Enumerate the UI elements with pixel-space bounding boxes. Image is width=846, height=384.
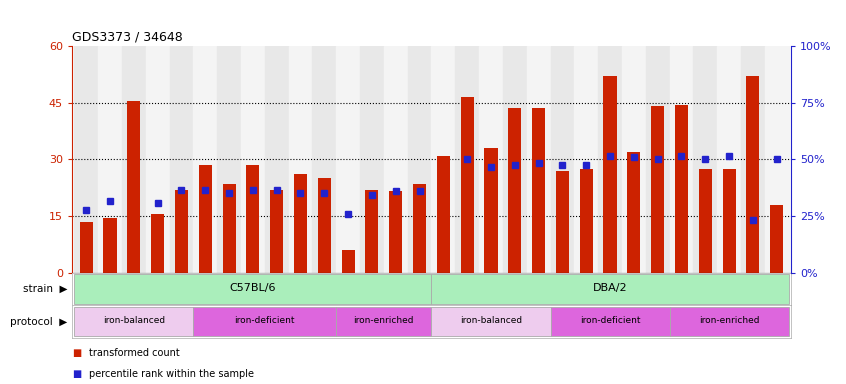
Bar xyxy=(574,46,598,273)
Bar xyxy=(479,46,503,273)
Bar xyxy=(580,169,593,273)
Bar xyxy=(532,108,545,273)
Bar xyxy=(294,174,307,273)
Text: iron-enriched: iron-enriched xyxy=(699,316,760,326)
Bar xyxy=(765,46,788,273)
Bar xyxy=(694,46,717,273)
Text: percentile rank within the sample: percentile rank within the sample xyxy=(89,369,254,379)
Bar xyxy=(485,148,497,273)
Text: ■: ■ xyxy=(72,369,81,379)
Bar xyxy=(199,165,212,273)
Bar xyxy=(146,46,169,273)
Text: strain  ▶: strain ▶ xyxy=(23,284,68,294)
Bar xyxy=(74,307,194,336)
Bar xyxy=(770,205,783,273)
Bar xyxy=(265,46,288,273)
Bar xyxy=(669,307,788,336)
Bar xyxy=(175,190,188,273)
Bar xyxy=(627,152,640,273)
Text: DBA/2: DBA/2 xyxy=(593,283,628,293)
Bar xyxy=(384,46,408,273)
Bar xyxy=(503,46,527,273)
Bar xyxy=(460,97,474,273)
Bar xyxy=(151,214,164,273)
Bar xyxy=(288,46,312,273)
Text: iron-deficient: iron-deficient xyxy=(580,316,640,326)
Text: iron-balanced: iron-balanced xyxy=(102,316,165,326)
Bar xyxy=(98,46,122,273)
Bar xyxy=(360,46,384,273)
Bar xyxy=(603,76,617,273)
Bar xyxy=(508,108,521,273)
Bar xyxy=(551,46,574,273)
Bar xyxy=(431,274,788,304)
Bar xyxy=(127,101,140,273)
Bar xyxy=(669,46,694,273)
Bar xyxy=(651,106,664,273)
Bar xyxy=(645,46,669,273)
Bar xyxy=(122,46,146,273)
Bar xyxy=(741,46,765,273)
Bar xyxy=(365,190,378,273)
Bar xyxy=(389,192,403,273)
Bar xyxy=(312,46,336,273)
Bar xyxy=(318,178,331,273)
Bar xyxy=(722,169,736,273)
Bar xyxy=(455,46,479,273)
Bar xyxy=(246,165,260,273)
Bar xyxy=(194,46,217,273)
Bar xyxy=(551,307,669,336)
Text: C57BL/6: C57BL/6 xyxy=(229,283,276,293)
Bar xyxy=(431,46,455,273)
Bar xyxy=(437,156,450,273)
Bar xyxy=(74,274,431,304)
Bar xyxy=(413,184,426,273)
Bar xyxy=(336,307,431,336)
Bar xyxy=(80,222,93,273)
Text: iron-enriched: iron-enriched xyxy=(354,316,414,326)
Bar xyxy=(74,46,98,273)
Bar xyxy=(675,104,688,273)
Text: iron-balanced: iron-balanced xyxy=(460,316,522,326)
Bar xyxy=(270,190,283,273)
Bar xyxy=(217,46,241,273)
Bar xyxy=(408,46,431,273)
Bar xyxy=(222,184,236,273)
Text: ■: ■ xyxy=(72,348,81,358)
Bar xyxy=(241,46,265,273)
Text: transformed count: transformed count xyxy=(89,348,179,358)
Bar xyxy=(699,169,711,273)
Bar xyxy=(169,46,194,273)
Bar xyxy=(598,46,622,273)
Bar xyxy=(194,307,336,336)
Bar xyxy=(746,76,760,273)
Bar xyxy=(527,46,551,273)
Bar xyxy=(336,46,360,273)
Bar xyxy=(431,307,551,336)
Bar xyxy=(556,170,569,273)
Text: iron-deficient: iron-deficient xyxy=(234,316,295,326)
Bar xyxy=(622,46,645,273)
Bar xyxy=(717,46,741,273)
Text: protocol  ▶: protocol ▶ xyxy=(10,316,68,327)
Text: GDS3373 / 34648: GDS3373 / 34648 xyxy=(72,30,183,43)
Bar xyxy=(103,218,117,273)
Bar xyxy=(342,250,354,273)
